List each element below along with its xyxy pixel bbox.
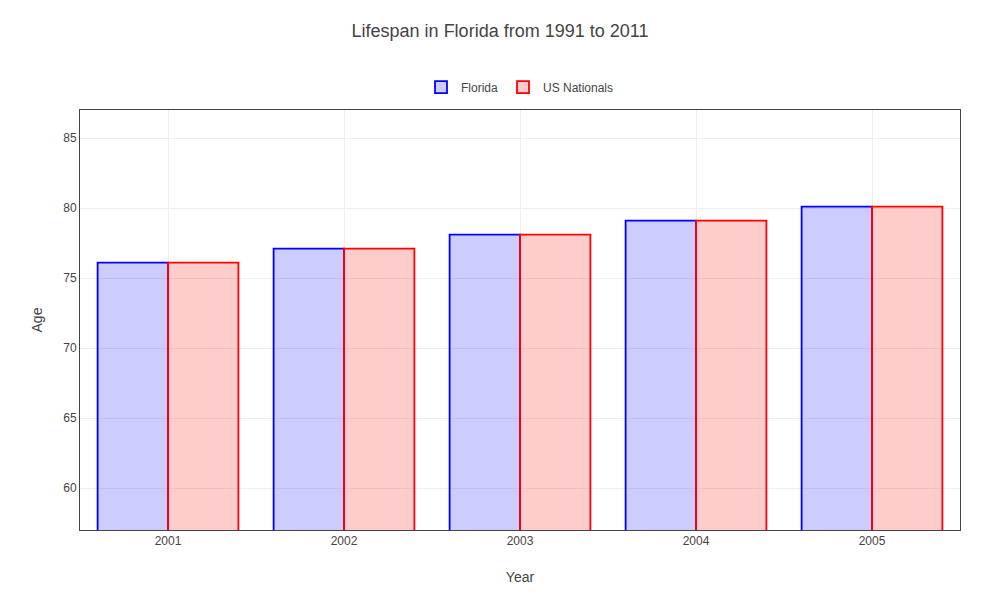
svg-text:Year: Year (506, 569, 535, 585)
svg-text:US Nationals: US Nationals (543, 81, 613, 95)
svg-text:Florida: Florida (461, 81, 498, 95)
svg-text:60: 60 (63, 481, 77, 495)
svg-text:2002: 2002 (331, 534, 358, 548)
svg-text:65: 65 (63, 411, 77, 425)
svg-text:2005: 2005 (859, 534, 886, 548)
svg-text:2003: 2003 (507, 534, 534, 548)
svg-text:85: 85 (63, 131, 77, 145)
svg-text:75: 75 (63, 271, 77, 285)
svg-text:2004: 2004 (683, 534, 710, 548)
svg-text:70: 70 (63, 341, 77, 355)
svg-text:80: 80 (63, 201, 77, 215)
svg-text:2001: 2001 (155, 534, 182, 548)
svg-text:Lifespan in Florida from 1991: Lifespan in Florida from 1991 to 2011 (352, 21, 649, 41)
svg-text:Age: Age (29, 307, 45, 332)
